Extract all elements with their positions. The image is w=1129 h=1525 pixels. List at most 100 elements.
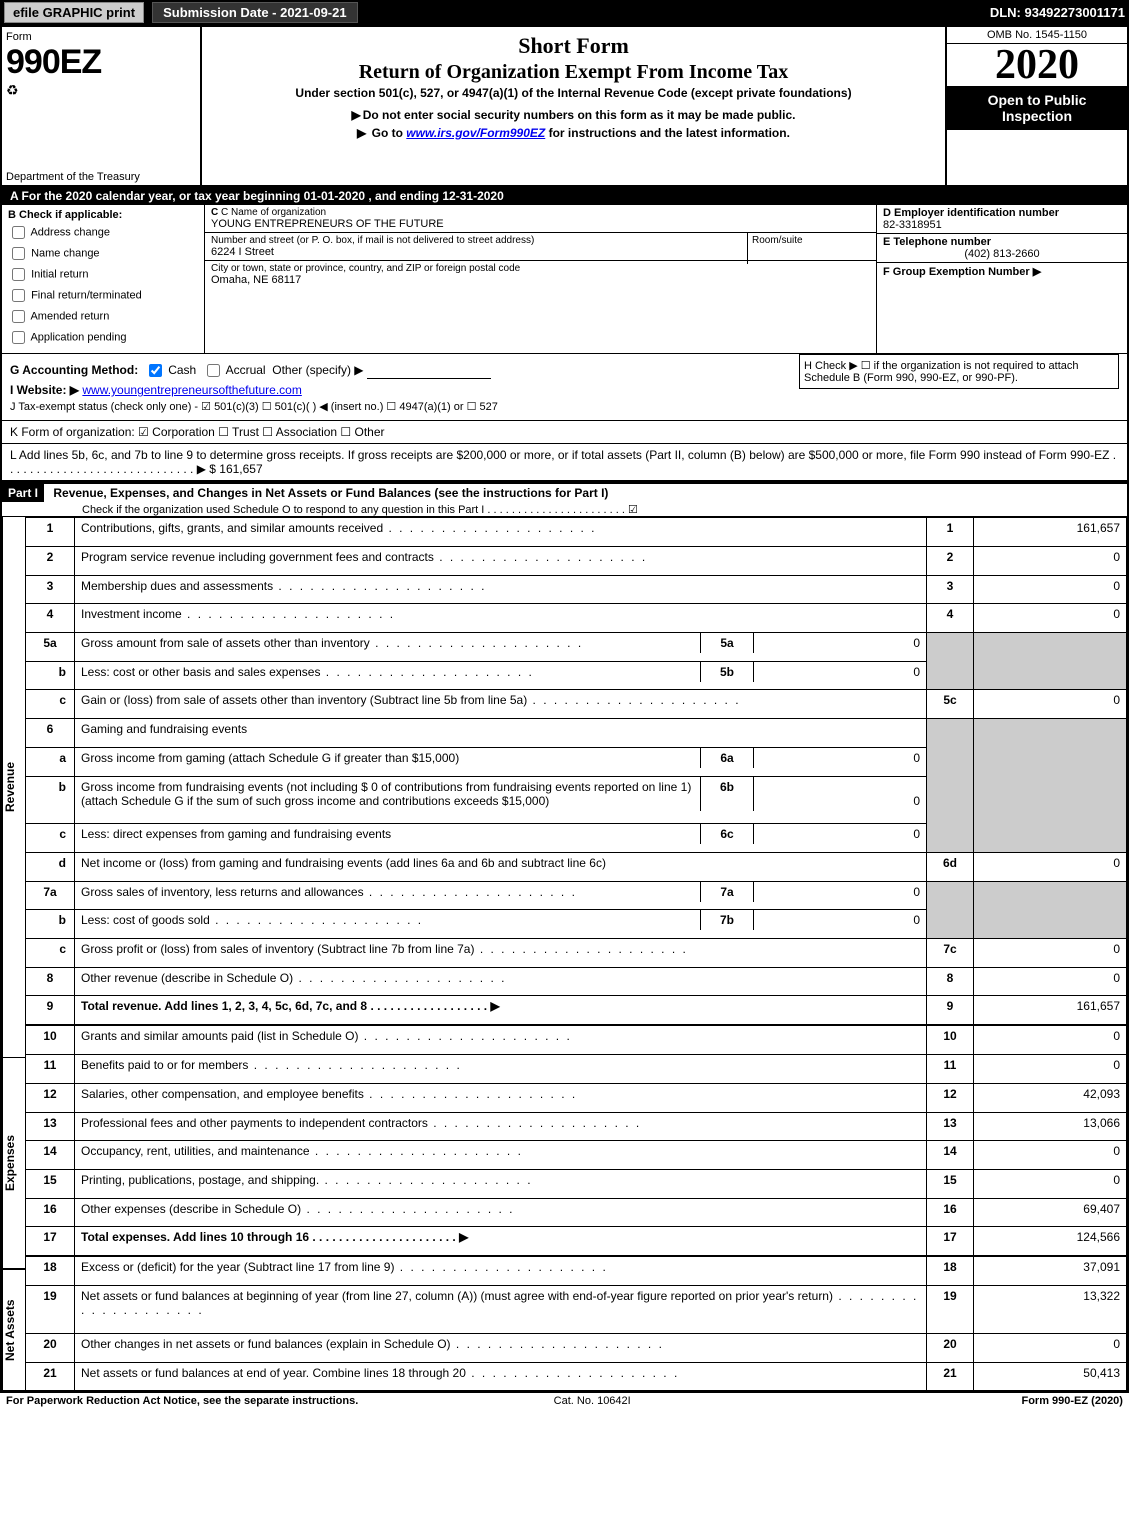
- part1-header: Part I Revenue, Expenses, and Changes in…: [2, 482, 1127, 517]
- amt-20: 0: [974, 1333, 1127, 1362]
- warn-goto: Go to www.irs.gov/Form990EZ for instruct…: [206, 126, 941, 140]
- ln-11: 11: [26, 1055, 75, 1084]
- desc-6a: Gross income from gaming (attach Schedul…: [75, 748, 701, 768]
- section-def: D Employer identification number 82-3318…: [876, 205, 1127, 353]
- ln-18: 18: [26, 1256, 75, 1285]
- ln-5c: c: [26, 690, 75, 719]
- row-20: 20Other changes in net assets or fund ba…: [26, 1333, 1127, 1362]
- box-18: 18: [927, 1256, 974, 1285]
- title-row: Form 990EZ ♻ Department of the Treasury …: [2, 27, 1127, 187]
- shade-5: [927, 633, 974, 690]
- cb-final-return[interactable]: Final return/terminated: [8, 286, 198, 305]
- amt-18: 37,091: [974, 1256, 1127, 1285]
- org-city-cell: City or town, state or province, country…: [205, 261, 876, 288]
- g-other-input[interactable]: [367, 361, 491, 379]
- box-13: 13: [927, 1112, 974, 1141]
- org-addr-cell: Number and street (or P. O. box, if mail…: [205, 233, 876, 261]
- short-form-title: Short Form: [206, 33, 941, 59]
- cb-pending-label: Application pending: [30, 331, 126, 343]
- goto-suffix: for instructions and the latest informat…: [549, 126, 790, 140]
- org-name-cell: C C Name of organization YOUNG ENTREPREN…: [205, 205, 876, 233]
- goto-prefix: Go to: [372, 126, 407, 140]
- desc-1: Contributions, gifts, grants, and simila…: [75, 518, 927, 547]
- row-12: 12Salaries, other compensation, and empl…: [26, 1083, 1127, 1112]
- row-5a: 5aGross amount from sale of assets other…: [26, 633, 1127, 662]
- ln-7b: b: [26, 910, 75, 939]
- row-10: 10Grants and similar amounts paid (list …: [26, 1025, 1127, 1054]
- phone-value: (402) 813-2660: [883, 248, 1121, 260]
- ln-7c: c: [26, 939, 75, 968]
- row-1: 1Contributions, gifts, grants, and simil…: [26, 518, 1127, 547]
- cb-amended[interactable]: Amended return: [8, 307, 198, 326]
- iamt-6b: 0: [754, 777, 927, 811]
- row-4: 4Investment income40: [26, 604, 1127, 633]
- ln-13: 13: [26, 1112, 75, 1141]
- shade-7-amt: [974, 881, 1127, 938]
- org-city: Omaha, NE 68117: [211, 274, 870, 286]
- box-19: 19: [927, 1286, 974, 1334]
- g-label: G Accounting Method:: [10, 363, 138, 377]
- cb-initial-return[interactable]: Initial return: [8, 265, 198, 284]
- box-5c: 5c: [927, 690, 974, 719]
- desc-5c: Gain or (loss) from sale of assets other…: [75, 690, 927, 719]
- box-14: 14: [927, 1141, 974, 1170]
- desc-9: Total revenue. Add lines 1, 2, 3, 4, 5c,…: [75, 996, 927, 1025]
- box-1: 1: [927, 518, 974, 547]
- ln-21: 21: [26, 1362, 75, 1391]
- recycle-icon: ♻: [6, 82, 196, 99]
- box-7c: 7c: [927, 939, 974, 968]
- row-18: 18Excess or (deficit) for the year (Subt…: [26, 1256, 1127, 1285]
- shade-5-amt: [974, 633, 1127, 690]
- efile-print-button[interactable]: efile GRAPHIC print: [4, 2, 144, 23]
- ln-6a: a: [26, 747, 75, 776]
- desc-18: Excess or (deficit) for the year (Subtra…: [75, 1256, 927, 1285]
- ln-5b: b: [26, 661, 75, 690]
- e-label: E Telephone number: [883, 236, 991, 248]
- desc-7a: Gross sales of inventory, less returns a…: [75, 882, 701, 902]
- cb-name-change[interactable]: Name change: [8, 244, 198, 263]
- header-grid: B Check if applicable: Address change Na…: [2, 205, 1127, 354]
- box-16: 16: [927, 1198, 974, 1227]
- ein-value: 82-3318951: [883, 219, 942, 231]
- desc-17: Total expenses. Add lines 10 through 16 …: [75, 1227, 927, 1256]
- row-17: 17Total expenses. Add lines 10 through 1…: [26, 1227, 1127, 1256]
- ln-1: 1: [26, 518, 75, 547]
- desc-14: Occupancy, rent, utilities, and maintena…: [75, 1141, 927, 1170]
- i-label: I Website: ▶: [10, 383, 79, 397]
- form-number: 990EZ: [6, 43, 196, 82]
- irs-link[interactable]: www.irs.gov/Form990EZ: [406, 126, 545, 140]
- toolbar: efile GRAPHIC print Submission Date - 20…: [0, 0, 1129, 25]
- desc-5b: Less: cost or other basis and sales expe…: [75, 662, 701, 682]
- ein-cell: D Employer identification number 82-3318…: [877, 205, 1127, 234]
- f-label: F Group Exemption Number ▶: [883, 266, 1041, 278]
- desc-3: Membership dues and assessments: [75, 575, 927, 604]
- cb-accrual[interactable]: [207, 364, 220, 377]
- ibox-6a: 6a: [701, 748, 754, 768]
- desc-7b: Less: cost of goods sold: [75, 910, 701, 930]
- tax-year: 2020: [947, 44, 1127, 86]
- ibox-5a: 5a: [701, 633, 754, 653]
- part1-check-line: Check if the organization used Schedule …: [2, 504, 638, 516]
- room-suite-cell: Room/suite: [747, 233, 876, 264]
- ln-20: 20: [26, 1333, 75, 1362]
- ln-3: 3: [26, 575, 75, 604]
- title-right: OMB No. 1545-1150 2020 Open to Public In…: [945, 27, 1127, 185]
- box-4: 4: [927, 604, 974, 633]
- footer-left: For Paperwork Reduction Act Notice, see …: [6, 1395, 358, 1407]
- amt-3: 0: [974, 575, 1127, 604]
- desc-6c: Less: direct expenses from gaming and fu…: [75, 824, 701, 844]
- side-expenses: Expenses: [2, 1058, 26, 1269]
- cb-cash[interactable]: [149, 364, 162, 377]
- g-other: Other (specify) ▶: [272, 363, 363, 377]
- desc-8: Other revenue (describe in Schedule O): [75, 967, 927, 996]
- website-link[interactable]: www.youngentrepreneursofthefuture.com: [82, 383, 301, 397]
- org-name: YOUNG ENTREPRENEURS OF THE FUTURE: [211, 218, 870, 230]
- open-inspection-box: Open to Public Inspection: [947, 86, 1127, 130]
- d-label: D Employer identification number: [883, 207, 1059, 219]
- c-label: C Name of organization: [221, 207, 326, 218]
- ibox-6c: 6c: [701, 824, 754, 844]
- iamt-7b: 0: [754, 910, 927, 930]
- cb-pending[interactable]: Application pending: [8, 328, 198, 347]
- iamt-6c: 0: [754, 824, 927, 844]
- cb-address-change[interactable]: Address change: [8, 223, 198, 242]
